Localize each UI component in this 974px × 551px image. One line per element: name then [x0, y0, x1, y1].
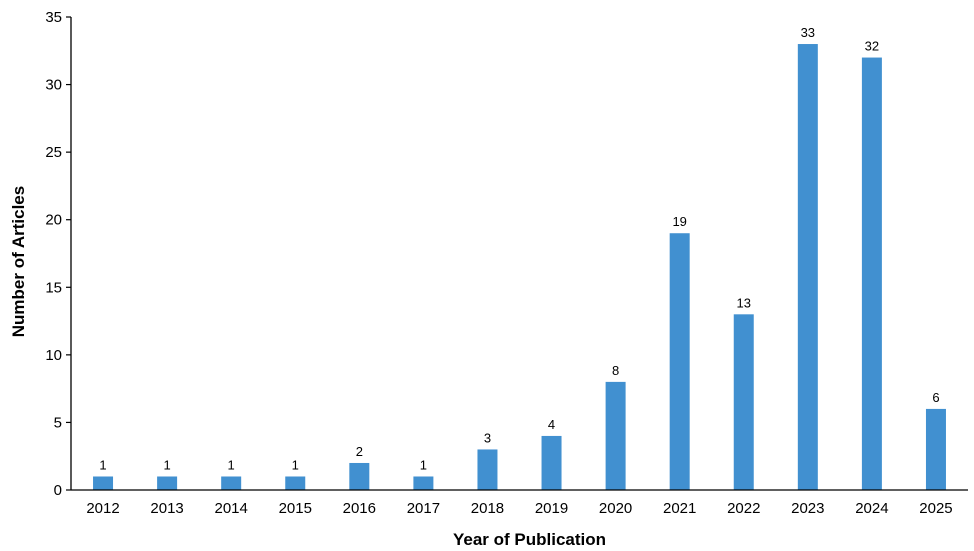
- bar-2018: [477, 449, 498, 490]
- data-label-2014: 1: [228, 457, 235, 472]
- bar-2025: [925, 408, 946, 490]
- x-tick-label-2014: 2014: [214, 500, 247, 517]
- data-label-2013: 1: [163, 457, 170, 472]
- bar-2012: [93, 476, 114, 490]
- x-tick-label-2021: 2021: [663, 500, 696, 517]
- x-axis-ticks: 2012 2013 2014 2015 2016 2017 2018 2019 2020 2021…: [86, 500, 952, 517]
- x-tick-label-2024: 2024: [855, 500, 888, 517]
- bar-2023: [797, 44, 818, 491]
- bar-2024: [861, 57, 882, 491]
- y-axis-ticks: 0 5 10 15 20 25 30 35: [45, 9, 71, 499]
- data-label-2025: 6: [932, 390, 939, 405]
- bar-2015: [285, 476, 306, 490]
- x-tick-label-2013: 2013: [150, 500, 183, 517]
- y-tick-label: 25: [45, 144, 62, 161]
- y-tick-label: 5: [54, 414, 62, 431]
- y-tick-label: 15: [45, 279, 62, 296]
- bar-2017: [413, 476, 434, 490]
- bar-2020: [605, 381, 626, 490]
- x-tick-label-2019: 2019: [535, 500, 568, 517]
- data-label-2019: 4: [548, 417, 555, 432]
- x-tick-label-2023: 2023: [791, 500, 824, 517]
- x-tick-label-2017: 2017: [407, 500, 440, 517]
- data-label-2023: 33: [801, 25, 815, 40]
- x-tick-label-2012: 2012: [86, 500, 119, 517]
- data-label-2022: 13: [737, 295, 751, 310]
- y-axis-title: Number of Articles: [9, 186, 28, 337]
- x-tick-label-2015: 2015: [279, 500, 312, 517]
- x-tick-label-2018: 2018: [471, 500, 504, 517]
- bar-2016: [349, 462, 370, 490]
- x-tick-label-2025: 2025: [919, 500, 952, 517]
- data-label-2012: 1: [99, 457, 106, 472]
- y-tick-label: 10: [45, 347, 62, 364]
- bar-2021: [669, 233, 690, 490]
- bar-2022: [733, 314, 754, 490]
- data-label-2021: 19: [672, 214, 686, 229]
- bar-2014: [221, 476, 242, 490]
- y-tick-label: 20: [45, 212, 62, 229]
- data-label-2017: 1: [420, 457, 427, 472]
- y-tick-label: 35: [45, 9, 62, 26]
- x-axis-title: Year of Publication: [453, 530, 606, 549]
- bar-2013: [157, 476, 178, 490]
- data-label-2016: 2: [356, 444, 363, 459]
- data-label-2018: 3: [484, 430, 491, 445]
- data-label-2015: 1: [292, 457, 299, 472]
- y-tick-label: 30: [45, 77, 62, 94]
- y-tick-label: 0: [54, 482, 62, 499]
- data-label-2020: 8: [612, 363, 619, 378]
- x-tick-label-2020: 2020: [599, 500, 632, 517]
- bars-group: [93, 44, 946, 491]
- data-label-2024: 32: [865, 39, 879, 54]
- x-tick-label-2016: 2016: [343, 500, 376, 517]
- bar-2019: [541, 435, 562, 490]
- x-tick-label-2022: 2022: [727, 500, 760, 517]
